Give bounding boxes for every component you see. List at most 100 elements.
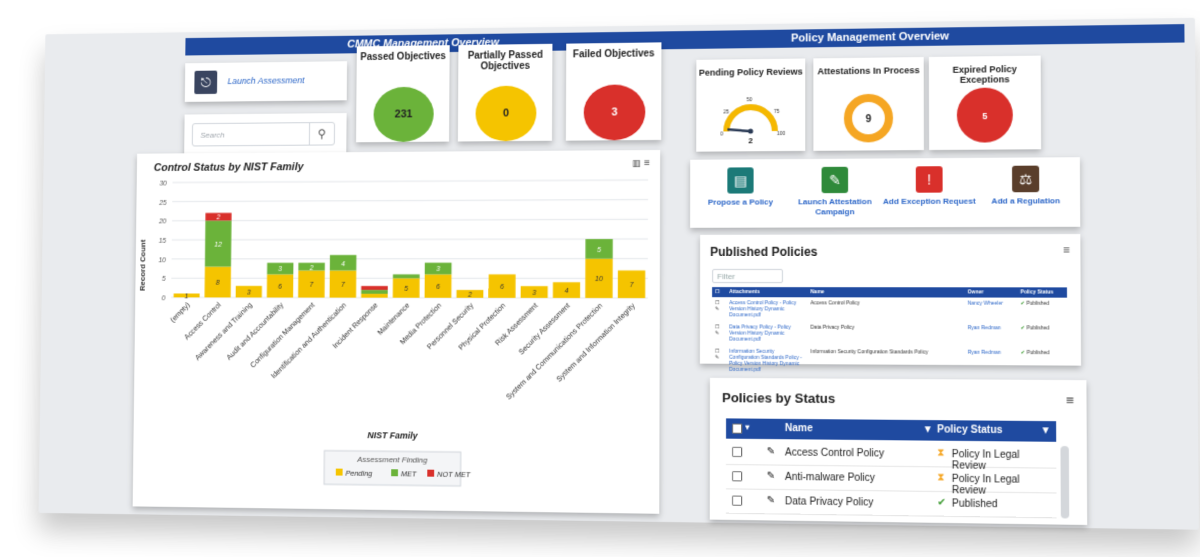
attachment-link[interactable]: Access Control Policy - Policy Version H… [729,300,797,319]
attachment-link[interactable]: Data Privacy Policy - Policy Version His… [729,324,791,343]
row-checkbox[interactable]: ☐ ✎ [715,348,720,361]
chart-type-icon[interactable]: ▥ [632,158,641,168]
control-status-chart: Control Status by NIST Family ▥ ≡ 051015… [138,158,650,514]
passed-objectives-value[interactable]: 231 [373,86,434,143]
row-checkbox[interactable] [732,471,743,482]
partial-objectives-value[interactable]: 0 [475,85,537,142]
grid-line [172,219,648,220]
search-icon[interactable]: ⚲ [308,122,335,145]
bar-pending[interactable] [456,289,484,298]
legend-swatch[interactable] [391,469,399,477]
bar-not-met[interactable] [205,212,232,221]
legend-swatch[interactable] [335,468,343,476]
filter-icon[interactable]: ▼ [1040,425,1051,437]
expired-exceptions-circle[interactable]: 5 [929,56,1041,150]
row-checkbox[interactable]: ☐ ✎ [715,324,720,337]
col-attachments[interactable]: Attachments [726,287,808,298]
edit-icon[interactable]: ✎ [766,470,776,482]
edit-icon[interactable]: ✎ [766,494,776,507]
col-policy-status[interactable]: Policy Status [1017,287,1068,298]
bar-met[interactable] [204,220,232,267]
table-row[interactable]: ✎ Data Privacy Policy ✔ Published [725,489,1057,519]
policy-name: Information Security Configuration Stand… [810,348,929,356]
filter-icon[interactable]: ▼ [922,424,933,436]
bar-pending[interactable] [520,286,548,298]
owner-link[interactable]: Ryan Redman [967,325,1001,332]
owner-link[interactable]: Ryan Redman [967,349,1001,356]
bar-met[interactable] [585,238,613,259]
bar-met[interactable] [361,289,388,294]
failed-objectives-value[interactable]: 3 [583,84,646,141]
legend-label[interactable]: Pending [345,469,373,478]
row-checkbox[interactable] [732,446,743,458]
attachment-link[interactable]: Information Security Configuration Stand… [729,348,802,374]
attestations-donut[interactable]: 9 [813,57,924,151]
bar-met[interactable] [329,255,357,271]
propose-policy-button[interactable]: ▤ Propose a Policy [695,167,786,208]
col-owner[interactable]: Owner [964,287,1018,298]
chevron-down-icon[interactable]: ▾ [745,422,750,432]
edit-icon[interactable]: ✎ [766,446,776,458]
data-label: 4 [341,261,345,268]
menu-icon[interactable]: ≡ [644,158,650,169]
x-tick-label: Awareness and Training [193,300,254,362]
table-row[interactable]: ✎ Access Control Policy ⧗ Policy In Lega… [725,440,1057,472]
add-exception-button[interactable]: ! Add Exception Request [883,166,976,207]
bar-met[interactable] [298,262,325,271]
owner-link[interactable]: Nancy Wheeler [967,300,1004,307]
expired-exceptions-value: 5 [982,111,987,121]
bar-pending[interactable] [204,266,231,298]
bar-pending[interactable] [424,274,452,298]
launch-attestation-label: Launch Attestation Campaign [798,196,872,217]
launch-attestation-button[interactable]: ✎ Launch Attestation Campaign [789,166,881,218]
select-all-checkbox[interactable] [732,423,743,434]
check-icon: ✔ [1020,349,1026,357]
bar-met[interactable] [267,262,294,275]
bar-pending[interactable] [488,274,516,298]
bar-not-met[interactable] [361,286,388,290]
data-label: 3 [247,290,251,297]
bar-pending[interactable] [298,270,325,298]
col-name[interactable]: Name [784,422,813,435]
bar-pending[interactable] [552,282,581,298]
filter-input[interactable]: Filter [712,268,783,284]
data-label: 3 [278,267,282,274]
bar-pending[interactable] [392,278,420,298]
bar-pending[interactable] [585,258,613,299]
launch-assessment-link[interactable]: Launch Assessment [227,75,305,86]
table-row[interactable]: ☐ ✎ Information Security Configuration S… [712,346,1067,378]
table-row[interactable]: ☐ ✎ Data Privacy Policy - Policy Version… [712,321,1067,347]
policy-status: Published [1026,325,1050,332]
policy-actions-card: ▤ Propose a Policy ✎ Launch Attestation … [690,157,1081,228]
col-policy-status[interactable]: Policy Status [937,424,1003,437]
launch-assessment-card[interactable]: ⎋ Launch Assessment [184,61,348,102]
bar-pending[interactable] [235,285,262,298]
search-input[interactable]: Search ⚲ [191,121,336,147]
y-tick-label: 5 [162,276,166,283]
y-tick-label: 0 [162,295,166,302]
bar-pending[interactable] [361,293,388,298]
bar-pending[interactable] [266,274,294,298]
menu-icon[interactable]: ≡ [1063,244,1070,257]
select-all-checkbox[interactable]: ☐ [712,287,727,298]
row-checkbox[interactable]: ☐ ✎ [715,300,720,313]
menu-icon[interactable]: ≡ [1065,392,1074,408]
scrollbar[interactable] [1060,445,1070,519]
bar-met[interactable] [424,262,452,275]
legend-swatch[interactable] [427,469,435,477]
alert-icon: ! [915,166,943,193]
data-label: 6 [436,284,440,291]
table-row[interactable]: ☐ ✎ Access Control Policy - Policy Versi… [712,297,1067,322]
bar-pending[interactable] [329,270,357,298]
passed-objectives-card: Passed Objectives 231 [356,45,450,143]
bar-met[interactable] [392,274,420,279]
col-name[interactable]: Name [807,287,965,298]
row-checkbox[interactable] [732,495,743,506]
add-regulation-button[interactable]: ⚖ Add a Regulation [979,165,1073,206]
grid-line [172,239,648,240]
legend-label[interactable]: NOT MET [437,470,471,480]
pending-gauge[interactable]: 0 25 50 75 100 2 [696,58,805,151]
bar-pending[interactable] [617,270,646,299]
legend-label[interactable]: MET [401,469,417,478]
grid-line [172,200,648,202]
